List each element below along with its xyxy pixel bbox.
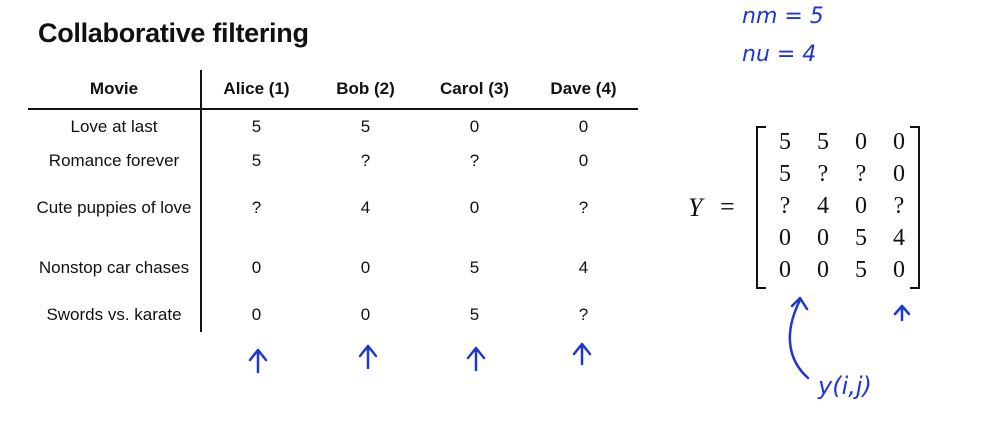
header-dave: Dave (4): [529, 70, 638, 110]
rating-cell: 0: [360, 258, 371, 277]
matrix-cell: 0: [893, 257, 905, 283]
movie-name: Swords vs. karate: [28, 298, 202, 332]
matrix-cell: 4: [893, 225, 905, 251]
matrix-cell: 0: [779, 257, 791, 283]
matrix-cell: 0: [893, 161, 905, 187]
rating-cell: 0: [251, 305, 262, 324]
rating-cell: 5: [251, 151, 262, 170]
rating-cell: 5: [251, 117, 262, 136]
table-row: Cute puppies of love ? 4 0 ?: [28, 178, 638, 238]
matrix-cell: 5: [855, 225, 867, 251]
table-row: Love at last 5 5 0 0: [28, 109, 638, 144]
matrix-cell: 5: [779, 129, 791, 155]
matrix-row: 0 0 5 0: [758, 254, 918, 286]
matrix-cell: 0: [817, 257, 829, 283]
matrix-cell: 5: [779, 161, 791, 187]
header-movie: Movie: [28, 70, 202, 110]
note-nu: nu = 4: [742, 42, 817, 67]
table-row: Nonstop car chases 0 0 5 4: [28, 238, 638, 298]
curved-arrow-icon: [788, 296, 810, 380]
rating-cell: 0: [578, 117, 589, 136]
rating-cell: 5: [469, 305, 480, 324]
slide-title: Collaborative filtering: [38, 18, 309, 48]
table-row: Romance forever 5 ? ? 0: [28, 144, 638, 178]
note-nm: nm = 5: [742, 4, 824, 29]
rating-cell: ?: [578, 305, 589, 324]
matrix-row: 0 0 5 4: [758, 222, 918, 254]
movie-name: Nonstop car chases: [28, 238, 202, 298]
matrix-cell: 0: [817, 225, 829, 251]
rating-cell: 4: [578, 258, 589, 277]
matrix-cell: ?: [855, 161, 867, 187]
movie-name: Romance forever: [28, 144, 202, 178]
equals-sign: =: [720, 192, 735, 221]
matrix-cell: ?: [893, 193, 905, 219]
matrix-cell: ?: [817, 161, 829, 187]
up-arrow-icon: [358, 344, 378, 370]
matrix-label: Y: [688, 193, 703, 222]
rating-cell: 5: [469, 258, 480, 277]
header-alice: Alice (1): [201, 70, 311, 110]
up-arrow-icon: [466, 346, 486, 372]
rating-cell: 0: [469, 117, 480, 136]
table-row: Swords vs. karate 0 0 5 ?: [28, 298, 638, 332]
matrix-body: 5 5 0 0 5 ? ? 0 ? 4 0 ? 0 0 5 4 0 0 5 0: [756, 126, 920, 289]
up-arrow-icon: [248, 348, 268, 374]
matrix-cell: 0: [855, 193, 867, 219]
matrix-cell: ?: [779, 193, 791, 219]
ratings-table: Movie Alice (1) Bob (2) Carol (3) Dave (…: [28, 70, 638, 332]
matrix-cell: 5: [855, 257, 867, 283]
matrix-cell: 0: [855, 129, 867, 155]
header-bob: Bob (2): [311, 70, 420, 110]
matrix-row: 5 5 0 0: [758, 126, 918, 158]
rating-cell: 5: [360, 117, 371, 136]
rating-cell: 4: [360, 198, 371, 217]
rating-cell: 0: [578, 151, 589, 170]
rating-cell: ?: [469, 151, 480, 170]
rating-cell: ?: [360, 151, 371, 170]
matrix-cell: 5: [817, 129, 829, 155]
up-arrow-icon: [893, 304, 911, 322]
rating-cell: ?: [251, 198, 262, 217]
header-carol: Carol (3): [420, 70, 529, 110]
matrix-cell: 0: [779, 225, 791, 251]
up-arrow-icon: [572, 342, 592, 366]
matrix-row: 5 ? ? 0: [758, 158, 918, 190]
movie-name: Love at last: [28, 109, 202, 144]
matrix-row: ? 4 0 ?: [758, 190, 918, 222]
rating-cell: ?: [578, 198, 589, 217]
rating-cell: 0: [469, 198, 480, 217]
note-y-ij: y(i,j): [818, 372, 872, 400]
table-header-row: Movie Alice (1) Bob (2) Carol (3) Dave (…: [28, 70, 638, 110]
matrix-cell: 4: [817, 193, 829, 219]
rating-cell: 0: [251, 258, 262, 277]
movie-name: Cute puppies of love: [28, 178, 202, 238]
matrix-cell: 0: [893, 129, 905, 155]
rating-cell: 0: [360, 305, 371, 324]
